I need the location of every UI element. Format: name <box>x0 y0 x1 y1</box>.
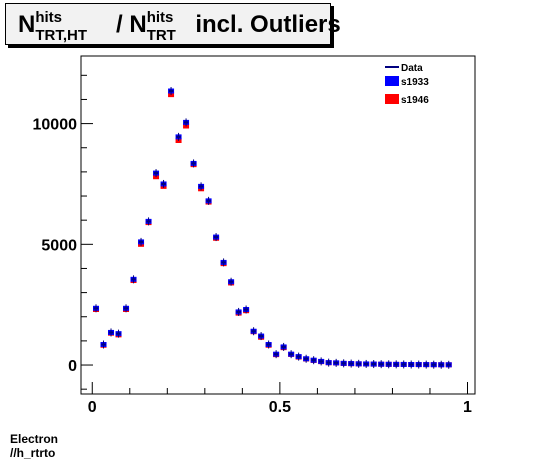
y-tick-label: 0 <box>68 358 77 375</box>
x-tick-label: 0 <box>88 399 97 416</box>
legend-s1933-swatch <box>385 76 399 86</box>
footer: Electron //h_rtrto <box>10 432 58 460</box>
title-sup-1: hits <box>35 9 63 26</box>
plot-frame <box>80 55 476 395</box>
y-tick-label: 10000 <box>33 117 78 134</box>
x-tick-label: 0.5 <box>269 399 291 416</box>
footer-particle: Electron <box>10 432 59 446</box>
legend: Data s1933 s1946 <box>385 63 429 106</box>
legend-s1946-label: s1946 <box>401 95 429 106</box>
legend-s1933-label: s1933 <box>401 77 429 88</box>
y-tick-label: 5000 <box>41 237 77 254</box>
marks-layer <box>93 87 452 369</box>
title-script-1: hits TRT,HT <box>35 7 109 44</box>
legend-s1946-swatch <box>385 94 399 104</box>
title-slash: / N <box>109 11 147 38</box>
x-tick-label: 1 <box>463 399 472 416</box>
legend-data-label: Data <box>401 63 423 74</box>
title-suffix: incl. Outliers <box>188 11 341 38</box>
footer-histogram-path: //h_rtrto <box>10 446 56 460</box>
axis-layer: 0 5000 10000 0 0.5 1 <box>33 74 472 416</box>
title-prefix: N <box>18 11 36 38</box>
title-script-2: hits TRT <box>147 7 189 44</box>
title-sup-2: hits <box>146 9 174 26</box>
title-sub-1: TRT,HT <box>35 27 88 44</box>
title-sub-2: TRT <box>146 27 176 44</box>
